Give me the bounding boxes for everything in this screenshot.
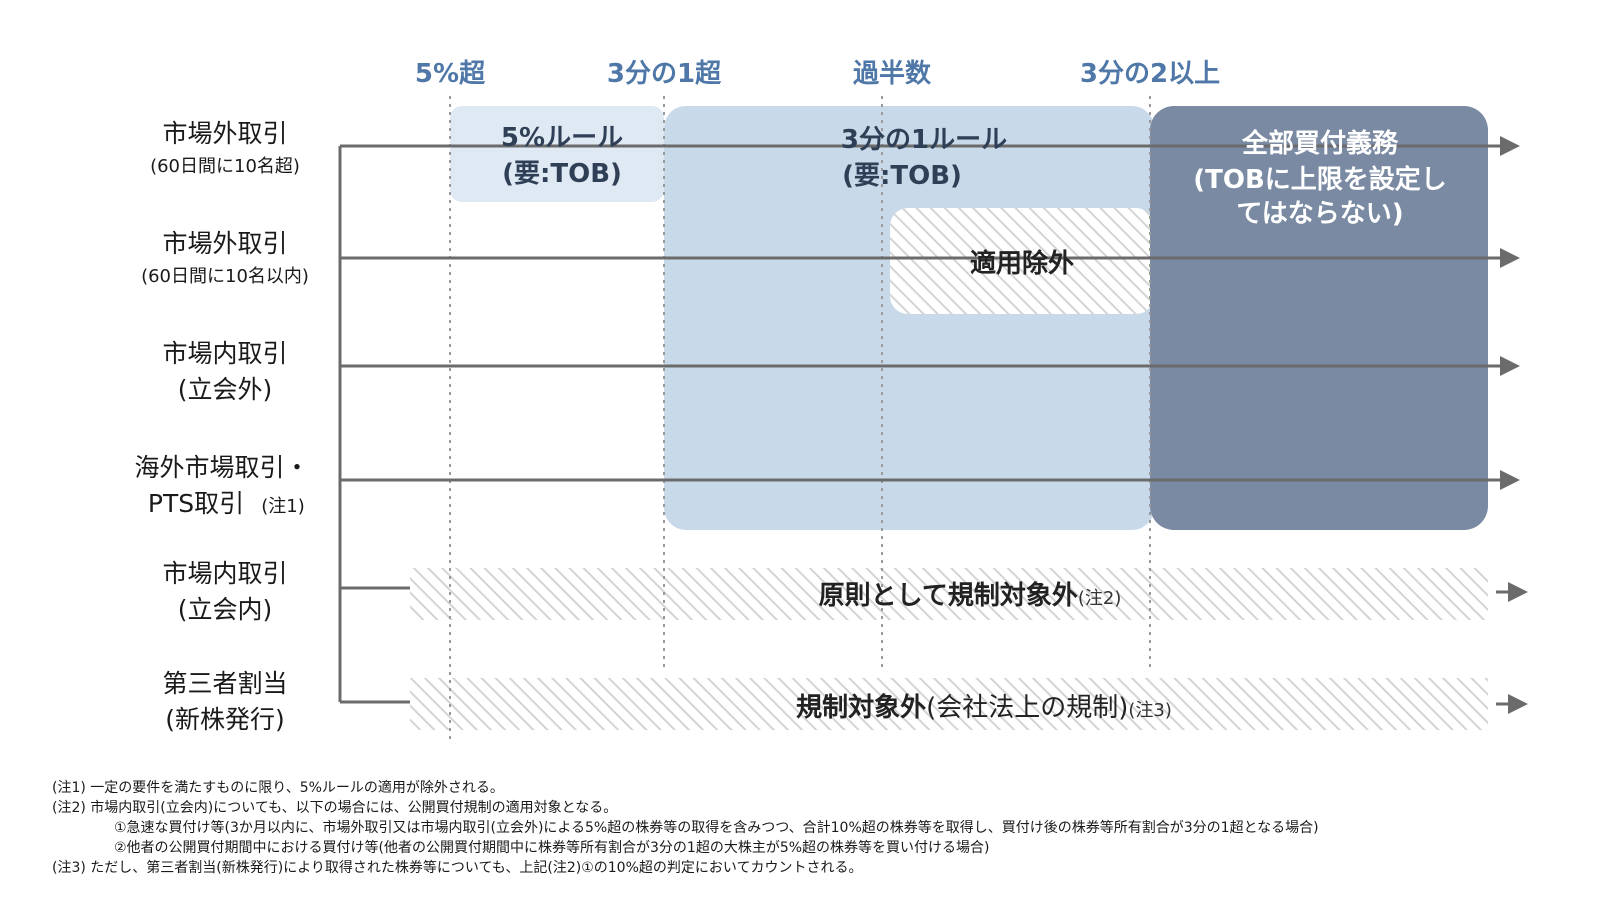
row-label-market-offfloor: 市場内取引 [162, 339, 287, 368]
threshold-lines [449, 96, 1151, 740]
threshold-two-thirds: 3分の2以上 [1080, 59, 1220, 89]
band-not-regulated [410, 568, 1488, 620]
band2-main: 規制対象外 [796, 692, 926, 723]
exempt-label: 適用除外 [970, 248, 1074, 279]
third-rule-sub: (要:TOB) [842, 161, 962, 191]
footnote-2: (注2) 市場内取引(立会内)についても、以下の場合には、公開買付規制の適用対象… [52, 800, 618, 816]
regulation-diagram: 5%超 3分の1超 過半数 3分の2以上 市場外取引 (60日間に10名超) 市… [134, 59, 1528, 740]
footnote-2-item-2: ②他者の公開買付期間中における買付け等(他者の公開買付期間中に株券等所有割合が3… [114, 840, 990, 856]
row-bracket [338, 146, 410, 704]
row-lines [340, 144, 1512, 706]
threshold-majority: 過半数 [853, 59, 932, 89]
full-purchase-box [1150, 106, 1488, 530]
band2-paren: (会社法上の規制) [926, 693, 1128, 723]
row-sub-third-party: (新株発行) [165, 705, 285, 734]
five-percent-rule-box [450, 106, 664, 202]
band1-note: (注2) [1078, 588, 1122, 609]
band2-note: (注3) [1128, 700, 1172, 721]
band1-main: 原則として規制対象外 [819, 580, 1078, 611]
footnote-1: (注1) 一定の要件を満たすものに限り、5%ルールの適用が除外される。 [52, 780, 504, 796]
band2-text: 規制対象外(会社法上の規制)(注3) [796, 692, 1172, 723]
full-purchase-line2: (TOBに上限を設定し [1193, 164, 1447, 195]
five-rule-sub: (要:TOB) [502, 159, 622, 189]
row-label-market-onfloor: 市場内取引 [162, 559, 287, 588]
row-sub-offmarket-within10: (60日間に10名以内) [141, 266, 309, 287]
exempt-box [890, 208, 1154, 314]
row-label-offmarket-over10: 市場外取引 [162, 119, 287, 148]
footnotes: (注1) 一定の要件を満たすものに限り、5%ルールの適用が除外される。 (注2)… [52, 778, 1572, 878]
row-sub-market-onfloor: (立会内) [178, 595, 273, 624]
full-purchase-line3: てはならない) [1236, 199, 1403, 229]
row-label-overseas: 海外市場取引・ [134, 453, 309, 482]
row-label-third-party: 第三者割当 [162, 669, 287, 698]
row-sub-pts: PTS取引 [148, 489, 244, 518]
footnote-3: (注3) ただし、第三者割当(新株発行)により取得された株券等についても、上記(… [52, 860, 863, 876]
band-company-law [410, 678, 1488, 730]
row-sub-market-offfloor: (立会外) [178, 375, 273, 404]
band1-text: 原則として規制対象外(注2) [819, 580, 1122, 611]
row-sub-offmarket-over10: (60日間に10名超) [150, 156, 300, 177]
footnote-2-item-1: ①急速な買付け等(3か月以内に、市場外取引又は市場内取引(立会外)による5%超の… [114, 820, 1319, 836]
threshold-5pct: 5%超 [415, 59, 486, 89]
row-note-pts: (注1) [261, 496, 305, 517]
full-purchase-title: 全部買付義務 [1241, 128, 1399, 159]
threshold-one-third: 3分の1超 [607, 59, 722, 89]
row-label-offmarket-within10: 市場外取引 [162, 229, 287, 258]
third-rule-title: 3分の1ルール [841, 125, 1007, 155]
five-rule-title: 5%ルール [501, 123, 623, 153]
row-arrowheads [1500, 136, 1528, 714]
